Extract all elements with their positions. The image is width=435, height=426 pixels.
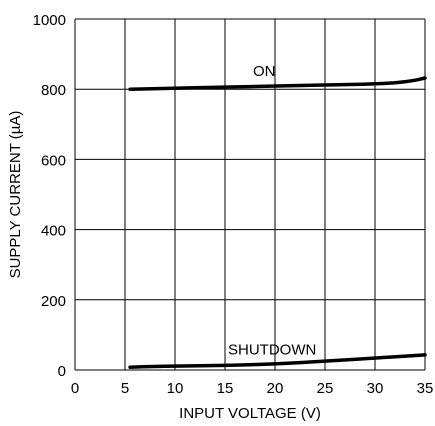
y-tick-labels: 0 200 400 600 800 1000 xyxy=(33,12,66,380)
y-tick-label: 1000 xyxy=(33,12,66,29)
series-line-on xyxy=(128,76,427,91)
x-tick-label: 0 xyxy=(71,380,79,397)
y-tick-label: 0 xyxy=(58,363,66,380)
x-tick-label: 20 xyxy=(267,380,284,397)
x-tick-label: 30 xyxy=(367,380,384,397)
x-tick-label: 10 xyxy=(167,380,184,397)
y-axis-title: SUPPLY CURRENT (µA) xyxy=(7,111,24,279)
x-tick-label: 35 xyxy=(417,380,434,397)
y-tick-label: 200 xyxy=(41,293,66,310)
x-axis-title: INPUT VOLTAGE (V) xyxy=(179,405,321,422)
x-tick-label: 15 xyxy=(217,380,234,397)
y-tick-label: 600 xyxy=(41,152,66,169)
x-tick-labels: 0 5 10 15 20 25 30 35 xyxy=(71,380,434,397)
series-line-shutdown xyxy=(128,353,427,369)
grid xyxy=(74,18,426,371)
x-tick-label: 5 xyxy=(121,380,129,397)
series-label-shutdown: SHUTDOWN xyxy=(228,342,316,359)
x-tick-label: 25 xyxy=(317,380,334,397)
y-tick-label: 800 xyxy=(41,82,66,99)
y-tick-label: 400 xyxy=(41,223,66,240)
series-group xyxy=(128,76,427,369)
series-label-on: ON xyxy=(253,63,276,80)
